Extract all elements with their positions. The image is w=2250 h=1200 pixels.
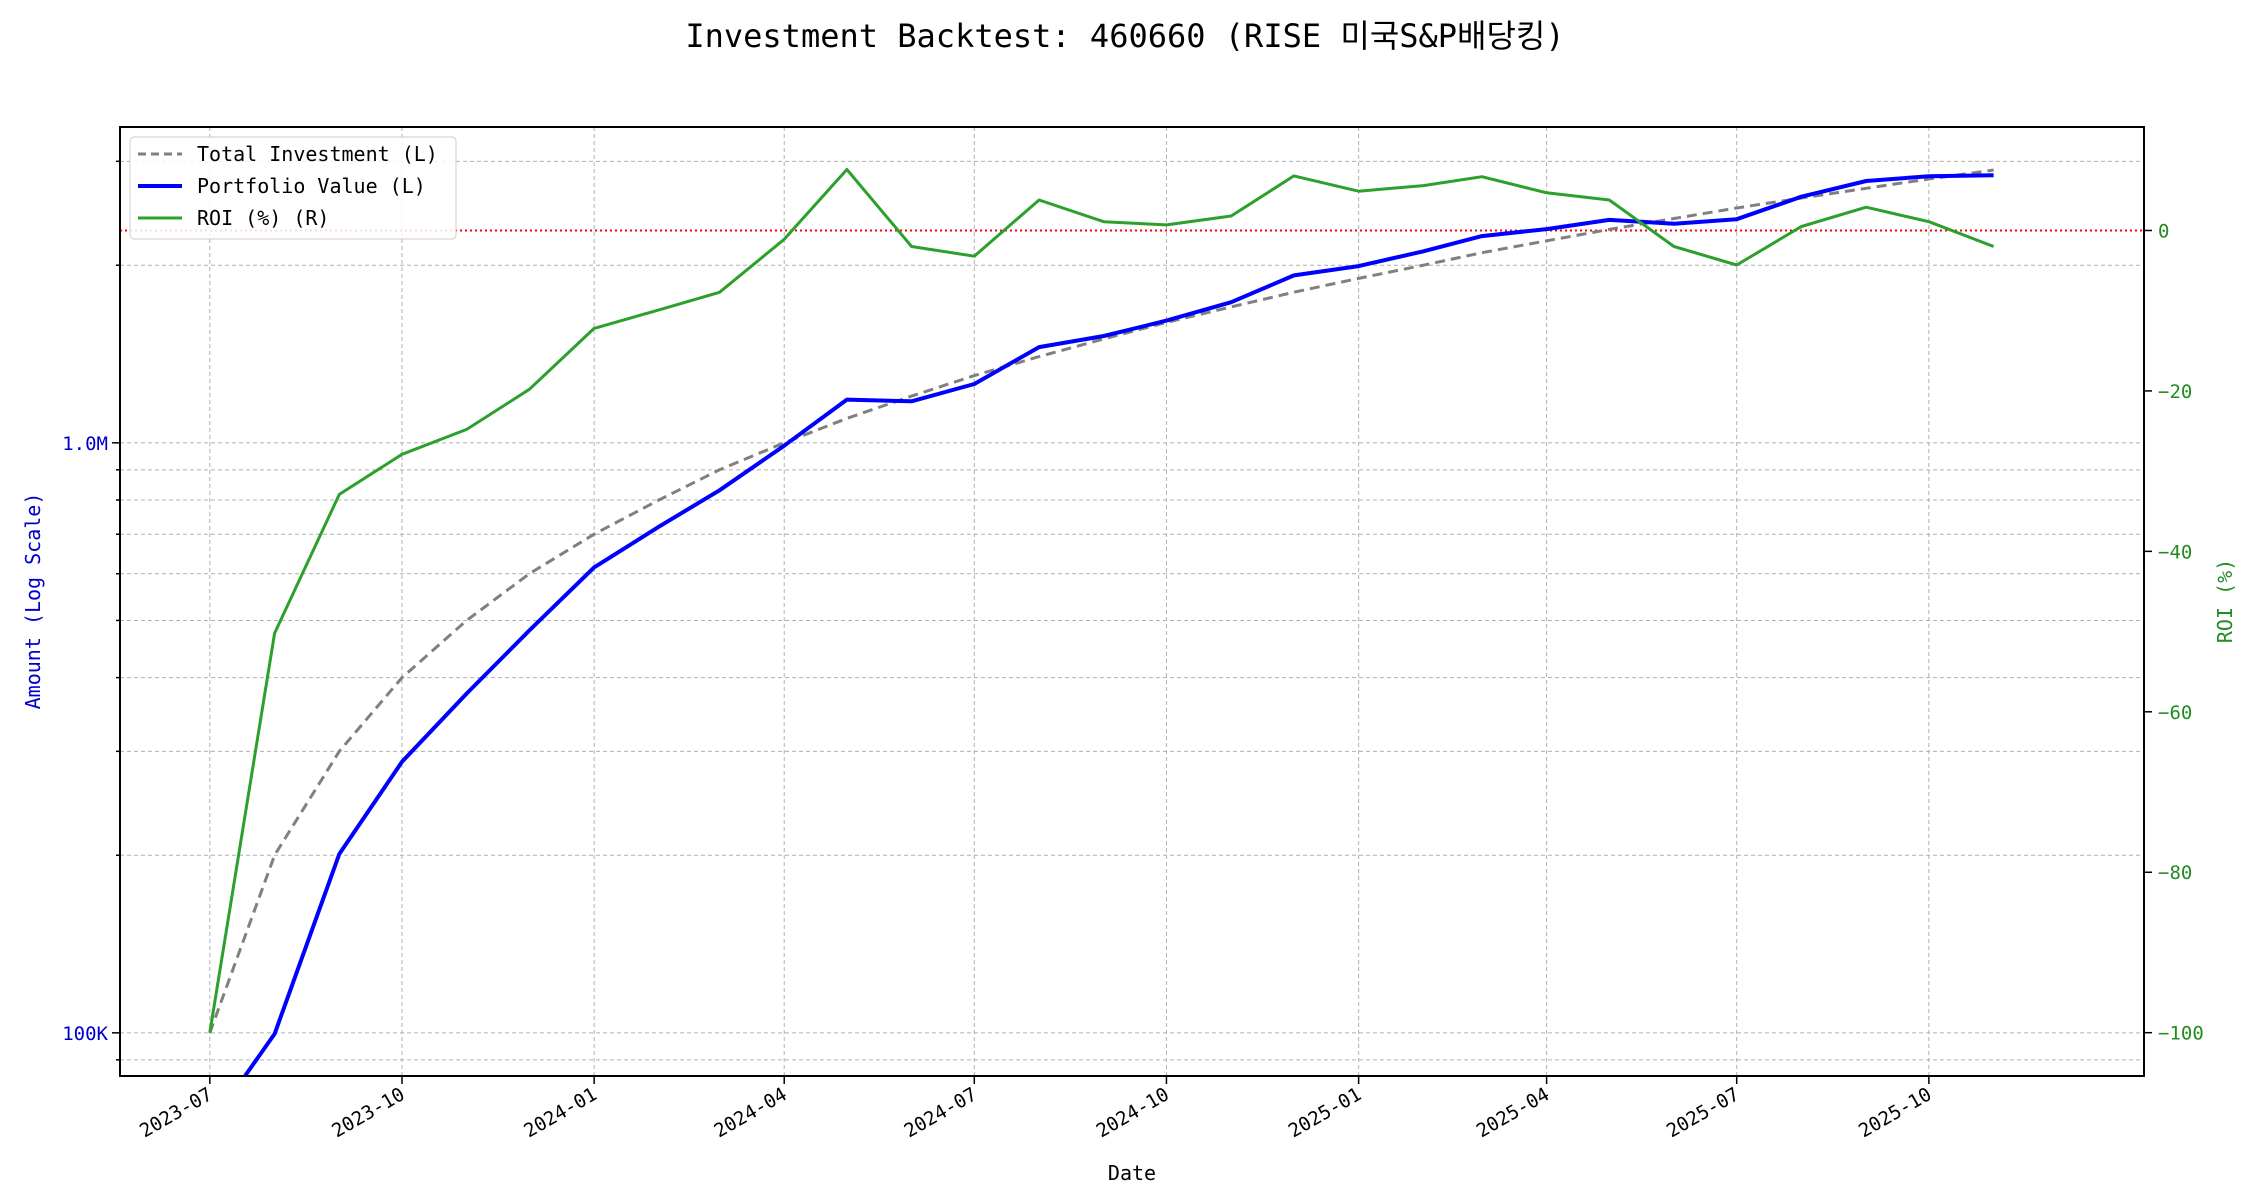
x-tick-label: 2024-04 [710, 1083, 790, 1142]
legend-label: ROI (%) (R) [197, 206, 329, 230]
x-tick-label: 2024-01 [520, 1083, 600, 1142]
x-tick-label: 2023-07 [136, 1083, 216, 1142]
x-tick-label: 2025-04 [1473, 1083, 1553, 1142]
series-line-total-investment-l [208, 168, 1994, 1034]
legend-label: Portfolio Value (L) [197, 174, 426, 198]
x-tick-label: 2025-10 [1855, 1083, 1935, 1142]
x-tick-label: 2023-10 [328, 1083, 408, 1142]
x-tick-label: 2024-10 [1093, 1083, 1173, 1142]
x-tick-label: 2025-01 [1285, 1083, 1365, 1142]
series-line-portfolio-value-l [242, 173, 1994, 1076]
right-tick-label: −100 [2158, 1023, 2204, 1045]
axes-frame [119, 126, 2145, 1077]
right-tick-label: −20 [2158, 381, 2192, 403]
legend-label: Total Investment (L) [197, 142, 438, 166]
right-tick-label: −60 [2158, 702, 2192, 724]
right-tick-label: −80 [2158, 862, 2192, 884]
plot-area [120, 168, 2144, 1076]
legend: Total Investment (L) Portfolio Value (L) R… [129, 136, 457, 240]
x-tick-label: 2025-07 [1663, 1083, 1743, 1142]
left-axis-label: Amount (Log Scale) [21, 493, 45, 710]
chart-title: Investment Backtest: 460660 (RISE 미국S&P배… [685, 17, 1564, 55]
legend-box [129, 136, 457, 240]
x-axis-label: Date [1108, 1161, 1156, 1185]
grid [120, 127, 2144, 1076]
left-tick-label: 1.0M [62, 433, 108, 455]
left-tick-label: 100K [62, 1023, 108, 1045]
x-tick-label: 2024-07 [900, 1083, 980, 1142]
ticks: 2023-07 2023-10 2024-01 2024-04 2024-07 2024-… [62, 160, 2204, 1142]
right-tick-label: 0 [2158, 220, 2169, 242]
right-axis-label: ROI (%) [2213, 559, 2237, 643]
series-line-roi-r [208, 168, 1995, 1033]
right-tick-label: −40 [2158, 541, 2192, 563]
